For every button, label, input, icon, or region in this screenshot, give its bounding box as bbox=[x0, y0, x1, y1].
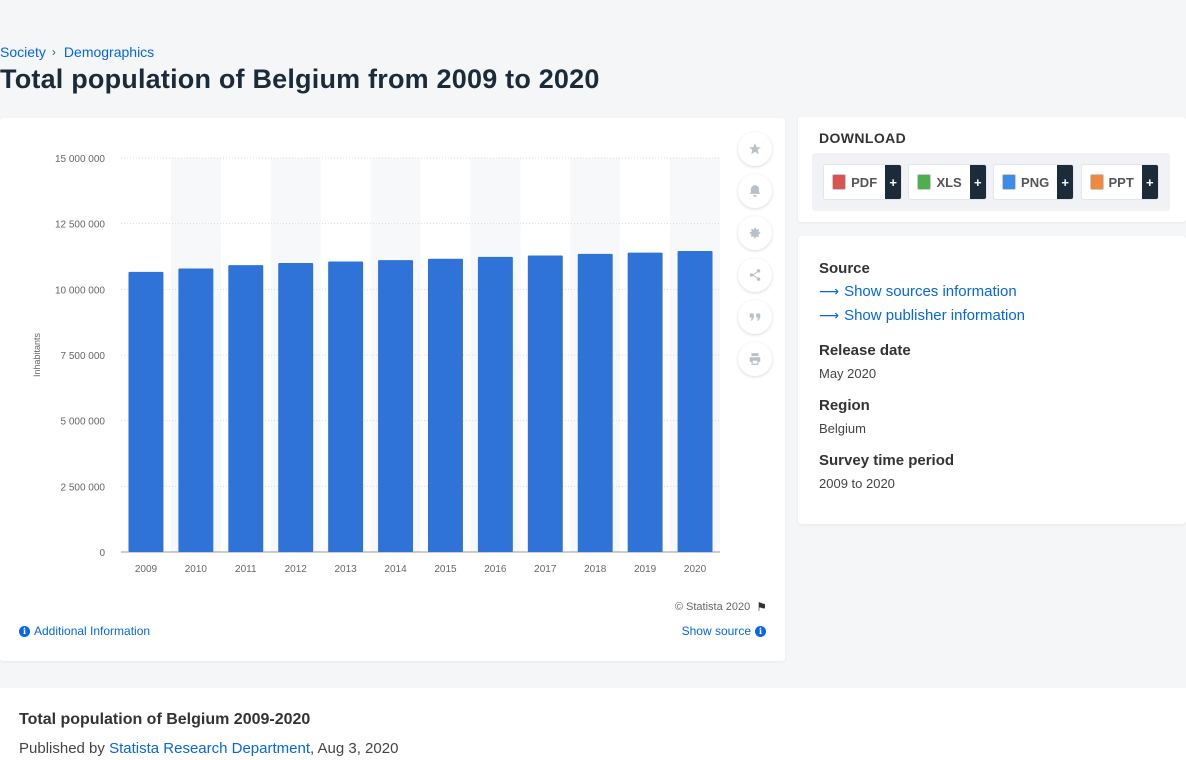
download-xls-button[interactable]: XLS + bbox=[908, 164, 987, 200]
statistic-title: Total population of Belgium 2009-2020 bbox=[19, 711, 311, 728]
png-file-icon bbox=[1002, 174, 1017, 190]
x-tick-label: 2020 bbox=[684, 564, 707, 575]
y-tick-label: 10 000 000 bbox=[55, 285, 105, 296]
x-tick-label: 2013 bbox=[335, 564, 358, 575]
chevron-right-icon: › bbox=[51, 45, 56, 59]
show-source-label: Show source bbox=[681, 624, 751, 638]
plus-icon: + bbox=[885, 165, 902, 199]
published-by: Published by Statista Research Departmen… bbox=[19, 740, 398, 757]
show-publisher-label: Show publisher information bbox=[844, 307, 1026, 324]
x-tick-label: 2014 bbox=[384, 564, 407, 575]
favorite-icon[interactable] bbox=[738, 132, 772, 166]
bar-2018[interactable] bbox=[577, 253, 613, 552]
region-label: Region bbox=[819, 397, 870, 414]
download-pdf-button[interactable]: PDF + bbox=[823, 164, 903, 200]
arrow-right-icon: ⟶ bbox=[819, 307, 840, 323]
download-pdf-label: PDF bbox=[851, 174, 878, 190]
x-tick-label: 2019 bbox=[634, 564, 657, 575]
y-tick-label: 12 500 000 bbox=[55, 220, 105, 231]
bar-2013[interactable] bbox=[328, 261, 364, 552]
download-card: DOWNLOAD PDF + XLS + PNG + PPT + bbox=[798, 117, 1186, 222]
copyright-text: © Statista 2020 bbox=[674, 601, 751, 613]
share-icon[interactable] bbox=[738, 258, 772, 292]
source-label: Source bbox=[819, 260, 870, 277]
download-ppt-label: PPT bbox=[1108, 174, 1134, 190]
quote-icon[interactable] bbox=[738, 300, 772, 334]
bar-2014[interactable] bbox=[378, 260, 414, 552]
survey-period-label: Survey time period bbox=[819, 452, 955, 469]
ppt-file-icon bbox=[1089, 174, 1104, 190]
bell-icon[interactable] bbox=[738, 174, 772, 208]
publisher-link[interactable]: Statista Research Department bbox=[109, 740, 311, 757]
plus-icon: + bbox=[1141, 165, 1158, 199]
plus-icon: + bbox=[969, 165, 986, 199]
chart-card: 0 2 500 000 5 000 000 7 500 000 10 000 000 12… bbox=[0, 118, 785, 661]
gear-icon[interactable] bbox=[738, 216, 772, 250]
download-png-button[interactable]: PNG + bbox=[993, 164, 1075, 200]
print-icon[interactable] bbox=[738, 342, 772, 376]
page-title: Total population of Belgium from 2009 to… bbox=[0, 64, 600, 94]
statistic-details-card: Source ⟶ Show sources information ⟶ Show… bbox=[798, 236, 1186, 524]
bar-2010[interactable] bbox=[178, 268, 214, 552]
show-sources-link[interactable]: ⟶ Show sources information bbox=[819, 283, 1017, 300]
chart-toolbar bbox=[738, 132, 772, 376]
download-buttons: PDF + XLS + PNG + PPT + bbox=[812, 153, 1170, 211]
release-date-value: May 2020 bbox=[819, 366, 877, 381]
published-prefix: Published by bbox=[19, 740, 105, 757]
info-icon: i bbox=[755, 625, 766, 637]
download-ppt-button[interactable]: PPT + bbox=[1080, 164, 1159, 200]
bar-2012[interactable] bbox=[278, 263, 314, 552]
bar-2015[interactable] bbox=[427, 258, 463, 552]
additional-information-label: Additional Information bbox=[34, 624, 151, 638]
bar-2017[interactable] bbox=[527, 255, 563, 552]
x-tick-label: 2011 bbox=[235, 564, 257, 575]
release-date-label: Release date bbox=[819, 342, 911, 359]
bar-2019[interactable] bbox=[627, 252, 663, 552]
x-tick-label: 2017 bbox=[534, 564, 557, 575]
bar-2009[interactable] bbox=[128, 271, 164, 552]
top-bar bbox=[0, 0, 1186, 30]
y-tick-label: 5 000 000 bbox=[61, 417, 106, 428]
y-tick-label: 0 bbox=[99, 548, 105, 559]
bar-chart: 0 2 500 000 5 000 000 7 500 000 10 000 000 12… bbox=[32, 154, 720, 575]
download-title: DOWNLOAD bbox=[819, 130, 907, 146]
x-tick-label: 2009 bbox=[135, 564, 158, 575]
x-tick-label: 2016 bbox=[484, 564, 507, 575]
plus-icon: + bbox=[1057, 165, 1074, 199]
y-tick-label: 15 000 000 bbox=[55, 154, 105, 165]
download-xls-label: XLS bbox=[936, 174, 962, 190]
show-sources-label: Show sources information bbox=[844, 283, 1017, 300]
bar-2016[interactable] bbox=[477, 256, 513, 552]
y-tick-label: 7 500 000 bbox=[61, 351, 106, 362]
flag-icon[interactable]: ⚑ bbox=[756, 600, 767, 614]
info-icon: i bbox=[19, 625, 30, 637]
pdf-file-icon bbox=[832, 174, 847, 190]
arrow-right-icon: ⟶ bbox=[819, 283, 840, 299]
region-value: Belgium bbox=[819, 421, 866, 436]
xls-file-icon bbox=[917, 174, 932, 190]
survey-period-value: 2009 to 2020 bbox=[819, 476, 895, 491]
published-date: , Aug 3, 2020 bbox=[310, 740, 399, 757]
breadcrumb: Society › Demographics bbox=[0, 44, 154, 60]
x-tick-label: 2010 bbox=[185, 564, 208, 575]
bar-2020[interactable] bbox=[677, 251, 713, 552]
y-axis-label: Inhabitants bbox=[32, 332, 42, 377]
show-source-link[interactable]: Show source i bbox=[682, 624, 766, 638]
x-tick-label: 2012 bbox=[285, 564, 308, 575]
additional-information-link[interactable]: i Additional Information bbox=[19, 624, 150, 638]
x-tick-label: 2018 bbox=[584, 564, 607, 575]
y-tick-label: 2 500 000 bbox=[61, 482, 106, 493]
x-tick-label: 2015 bbox=[434, 564, 457, 575]
statistic-summary: Total population of Belgium 2009-2020 Pu… bbox=[0, 688, 1186, 760]
breadcrumb-demographics[interactable]: Demographics bbox=[63, 44, 155, 60]
show-publisher-link[interactable]: ⟶ Show publisher information bbox=[819, 307, 1025, 324]
bar-2011[interactable] bbox=[228, 265, 264, 552]
download-png-label: PNG bbox=[1021, 174, 1050, 190]
copyright: © Statista 2020 ⚑ bbox=[675, 600, 767, 614]
breadcrumb-society[interactable]: Society bbox=[0, 44, 46, 60]
